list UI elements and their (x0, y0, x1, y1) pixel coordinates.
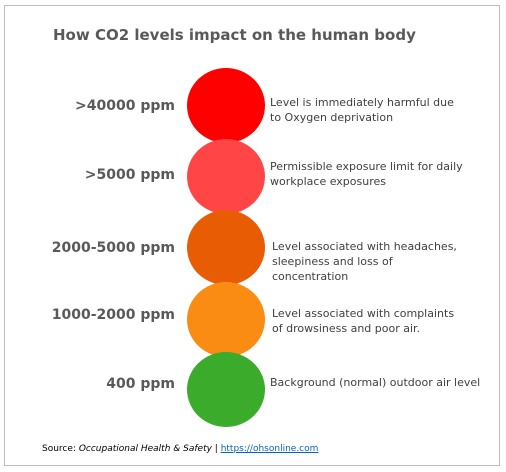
source-separator: | (211, 444, 221, 454)
level-label-1000-2000: 1000-2000 ppm (51, 307, 175, 323)
level-description-1000-2000: Level associated with complaints of drow… (272, 307, 455, 335)
level-label-5000: >5000 ppm (84, 167, 175, 183)
infographic-frame: How CO2 levels impact on the human body … (4, 5, 500, 466)
level-label-400: 400 ppm (106, 376, 175, 392)
level-circle-light-red (187, 139, 265, 214)
infographic-title: How CO2 levels impact on the human body (53, 26, 416, 44)
source-publication: Occupational Health & Safety (78, 444, 212, 454)
level-circle-red (187, 68, 265, 143)
level-circle-orange (187, 282, 265, 357)
source-link[interactable]: https://ohsonline.com (220, 444, 319, 454)
level-label-2000-5000: 2000-5000 ppm (51, 240, 175, 256)
level-description-40000: Level is immediately harmful due to Oxyg… (270, 96, 454, 124)
level-circle-dark-orange (187, 210, 265, 285)
level-label-40000: >40000 ppm (75, 98, 175, 114)
source-line: Source: Occupational Health & Safety | h… (42, 444, 318, 454)
level-description-400: Background (normal) outdoor air level (270, 376, 481, 389)
source-prefix: Source: (42, 444, 79, 454)
level-description-2000-5000: Level associated with headaches, sleepin… (272, 240, 457, 283)
level-description-5000: Permissible exposure limit for daily wor… (270, 160, 463, 188)
level-circle-green (187, 352, 265, 427)
